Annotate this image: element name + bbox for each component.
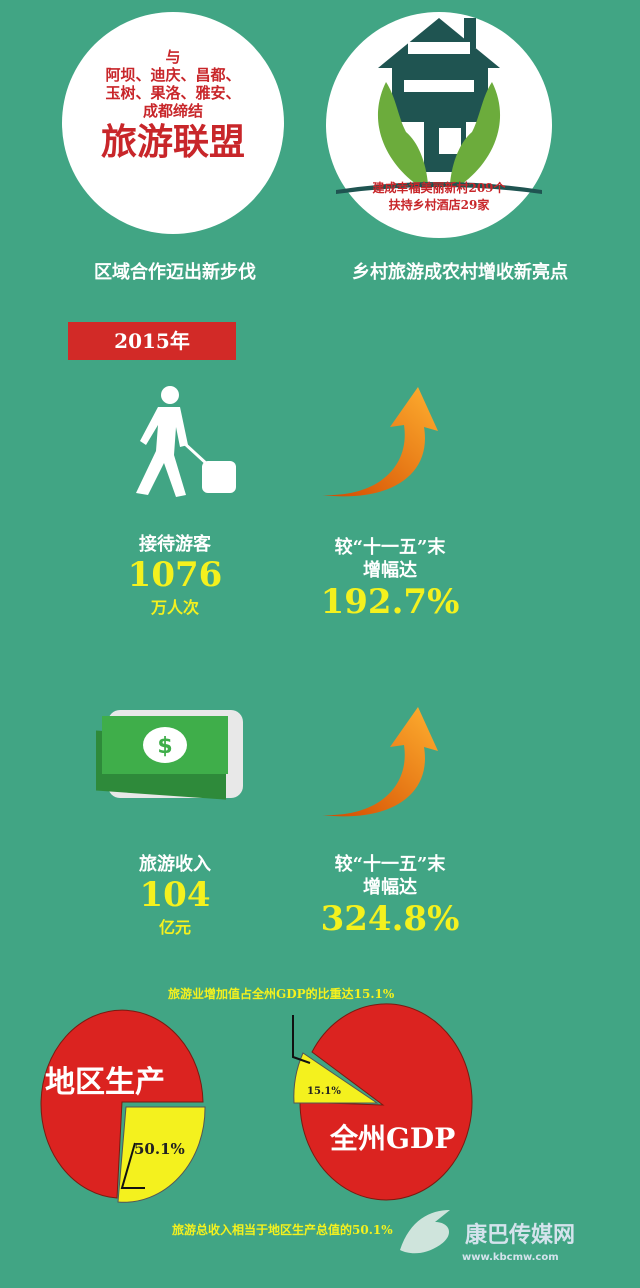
income-growth: 较“十一五”末 增幅达 324.8%	[300, 853, 480, 939]
visitors-growth-label1: 较“十一五”末	[334, 537, 446, 558]
pie1-yellow-slice	[117, 1106, 206, 1203]
visitors-growth-value: 192.7%	[320, 582, 460, 622]
pie2-label: 15.1%	[307, 1086, 341, 1097]
visitors-label: 接待游客	[139, 534, 211, 555]
pie2-leader-line	[292, 1015, 311, 1064]
watermark-url: www.kbcmw.com	[462, 1252, 559, 1263]
rural-circle: 建成幸福美丽新村209个 扶持乡村酒店29家	[326, 12, 552, 238]
up-arrow-icon	[322, 707, 438, 817]
pie1-title: 地区生产	[45, 1065, 165, 1100]
pie2-title: 全州GDP	[329, 1122, 455, 1155]
rural-line1: 建成幸福美丽新村209个	[372, 181, 506, 195]
visitors-value: 1076	[127, 555, 223, 595]
alliance-line1: 与	[165, 48, 181, 66]
money-icon: $	[96, 710, 243, 800]
alliance-caption: 区域合作迈出新步伐	[94, 262, 256, 283]
alliance-line3: 玉树、果洛、雅安、	[105, 84, 241, 102]
pie-charts: 地区生产 50.1% 旅游总收入相当于地区生产总值的50.1% 15.1% 全州…	[40, 986, 575, 1263]
income-block: 旅游收入 104 亿元	[95, 850, 255, 938]
traveler-icon	[136, 386, 236, 497]
up-arrow-icon	[322, 387, 438, 497]
svg-text:$: $	[157, 734, 172, 759]
pie1-rest-slice	[40, 1009, 204, 1199]
pie1-label: 50.1%	[134, 1140, 185, 1158]
income-growth-label2: 增幅达	[363, 877, 417, 898]
visitors-block: 接待游客 1076 万人次	[95, 530, 255, 618]
watermark-logo: 康巴传媒网 www.kbcmw.com	[400, 1210, 575, 1263]
alliance-line4: 成都缔结	[142, 102, 203, 120]
visitors-unit: 万人次	[150, 598, 199, 617]
watermark-name: 康巴传媒网	[465, 1222, 575, 1248]
rural-caption: 乡村旅游成农村增收新亮点	[352, 262, 568, 283]
rural-line2: 扶持乡村酒店29家	[388, 198, 490, 212]
pie2-annotation: 旅游业增加值占全州GDP的比重达15.1%	[168, 986, 395, 1001]
income-unit: 亿元	[158, 918, 191, 937]
visitors-growth-label2: 增幅达	[363, 560, 417, 581]
visitors-growth: 较“十一五”末 增幅达 192.7%	[300, 536, 480, 622]
pie1-annotation: 旅游总收入相当于地区生产总值的50.1%	[172, 1222, 393, 1237]
income-value: 104	[139, 875, 211, 915]
income-growth-value: 324.8%	[320, 899, 460, 939]
alliance-title: 旅游联盟	[100, 121, 245, 163]
pie2-rest-slice	[299, 1003, 473, 1201]
alliance-circle: 与 阿坝、迪庆、昌都、 玉树、果洛、雅安、 成都缔结 旅游联盟	[62, 12, 284, 234]
pie1-leader-line	[120, 1142, 145, 1189]
income-growth-label1: 较“十一五”末	[334, 854, 446, 875]
pie2-yellow-slice	[293, 1052, 379, 1104]
alliance-line2: 阿坝、迪庆、昌都、	[105, 66, 241, 84]
house-in-hands-icon	[336, 18, 542, 194]
income-label: 旅游收入	[139, 854, 211, 875]
year-banner: 2015年	[68, 322, 236, 360]
